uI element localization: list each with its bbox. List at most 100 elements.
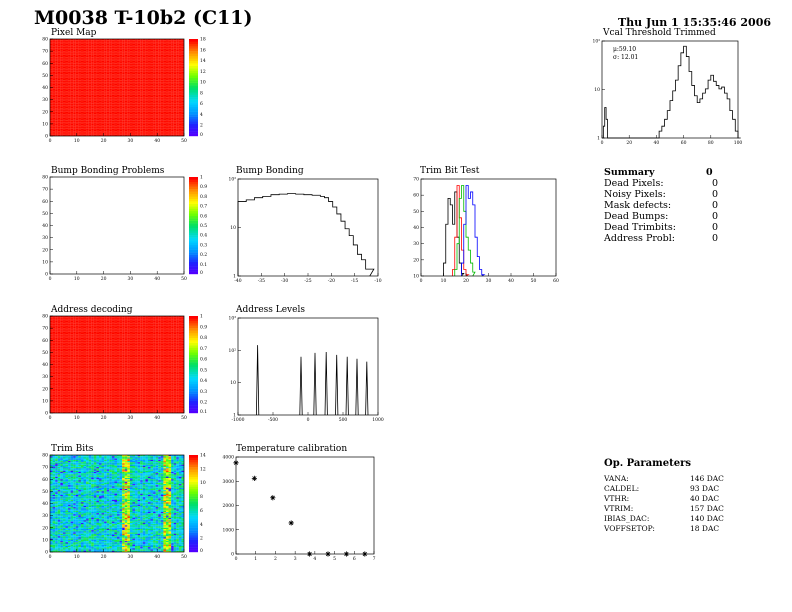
heatmap-cell — [83, 89, 87, 92]
heatmap-cell — [98, 131, 102, 133]
heatmap-cell — [55, 80, 58, 82]
heatmap-cell — [147, 72, 151, 75]
heatmap-cell — [181, 123, 185, 126]
summary-label: Dead Trimbits: — [604, 222, 676, 233]
heatmap-cell — [168, 76, 172, 78]
heatmap-cell — [114, 98, 118, 100]
heatmap-cell — [70, 69, 74, 71]
heatmap-cell — [122, 103, 125, 105]
heatmap-cell — [55, 64, 58, 66]
heatmap-cell — [137, 76, 141, 78]
heatmap-cell — [65, 74, 69, 76]
heatmap-cell — [176, 119, 179, 121]
heatmap-cell — [150, 111, 154, 114]
heatmap-cell — [176, 86, 179, 88]
heatmap-cell — [145, 53, 148, 55]
heatmap-cell — [122, 127, 125, 129]
heatmap-cell — [165, 115, 169, 117]
heatmap-cell — [150, 110, 154, 112]
heatmap-cell — [140, 54, 143, 57]
heatmap-cell — [91, 102, 94, 104]
heatmap-cell — [181, 102, 185, 104]
heatmap-cell — [62, 103, 66, 105]
heatmap-cell — [96, 57, 100, 59]
heatmap-cell — [73, 322, 76, 324]
heatmap-cell — [181, 74, 185, 76]
heatmap-cell — [142, 129, 146, 132]
heatmap-cell — [101, 69, 105, 71]
heatmap-cell — [55, 89, 58, 92]
y-tick-label: 10² — [228, 177, 236, 183]
heatmap-cell — [52, 64, 56, 66]
heatmap-cell — [98, 94, 102, 97]
heatmap-cell — [83, 120, 87, 122]
heatmap-cell — [96, 54, 100, 57]
heatmap-cell — [111, 85, 115, 87]
heatmap-cell — [147, 82, 151, 84]
heatmap-cell — [163, 111, 167, 114]
heatmap-cell — [127, 320, 130, 323]
heatmap-cell — [73, 93, 76, 95]
heatmap-cell — [86, 120, 89, 122]
heatmap-cell — [86, 317, 89, 319]
heatmap-cell — [124, 105, 128, 107]
colorbar-segment — [189, 116, 198, 120]
heatmap-cell — [60, 45, 63, 47]
heatmap-cell — [78, 48, 81, 50]
heatmap-cell — [88, 132, 92, 134]
heatmap-cell — [98, 76, 102, 78]
heatmap-cell — [171, 82, 174, 84]
heatmap-cell — [93, 80, 97, 82]
heatmap-cell — [140, 320, 143, 323]
heatmap-cell — [137, 128, 141, 130]
heatmap-cell — [142, 42, 146, 44]
heatmap-cell — [171, 131, 174, 133]
heatmap-cell — [160, 92, 164, 94]
heatmap-cell — [55, 105, 58, 107]
heatmap-cell — [104, 129, 107, 132]
heatmap-cell — [55, 69, 58, 71]
colorbar-segment — [189, 210, 198, 214]
heatmap-cell — [158, 94, 161, 97]
heatmap-cell — [176, 39, 179, 41]
heatmap-cell — [168, 111, 172, 114]
heatmap-cell — [96, 63, 100, 65]
heatmap-cell — [150, 92, 154, 94]
heatmap-cell — [96, 319, 100, 321]
y-tick-label: 30 — [42, 97, 48, 103]
heatmap-cell — [145, 47, 148, 49]
heatmap-cell — [168, 324, 172, 326]
heatmap-cell — [96, 53, 100, 55]
heatmap-cell — [93, 86, 97, 88]
heatmap-cell — [168, 316, 172, 318]
heatmap-cell — [137, 325, 141, 327]
heatmap-cell — [114, 87, 118, 89]
heatmap-cell — [83, 52, 87, 54]
heatmap-cell — [96, 42, 100, 44]
heatmap-cell — [145, 71, 148, 73]
heatmap-cell — [106, 114, 110, 116]
heatmap-cell — [135, 317, 138, 319]
heatmap-cell — [93, 39, 97, 41]
heatmap-cell — [171, 92, 174, 94]
heatmap-cell — [122, 320, 125, 323]
heatmap-cell — [171, 127, 174, 129]
summary-label: Dead Pixels: — [604, 178, 664, 189]
heatmap-cell — [129, 105, 133, 107]
heatmap-cell — [88, 324, 92, 326]
heatmap-cell — [142, 126, 146, 128]
heatmap-cell — [119, 109, 123, 111]
heatmap-cell — [68, 117, 71, 120]
heatmap-cell — [50, 133, 53, 135]
heatmap-cell — [109, 49, 112, 52]
heatmap-cell — [109, 103, 112, 105]
heatmap-cell — [70, 132, 74, 134]
heatmap-cell — [155, 324, 159, 326]
heatmap-cell — [80, 117, 84, 120]
heatmap-cell — [101, 42, 105, 44]
heatmap-cell — [140, 55, 143, 58]
heatmap-cell — [176, 111, 179, 114]
heatmap-cell — [75, 120, 79, 122]
heatmap-cell — [147, 63, 151, 65]
heatmap-cell — [62, 74, 66, 76]
